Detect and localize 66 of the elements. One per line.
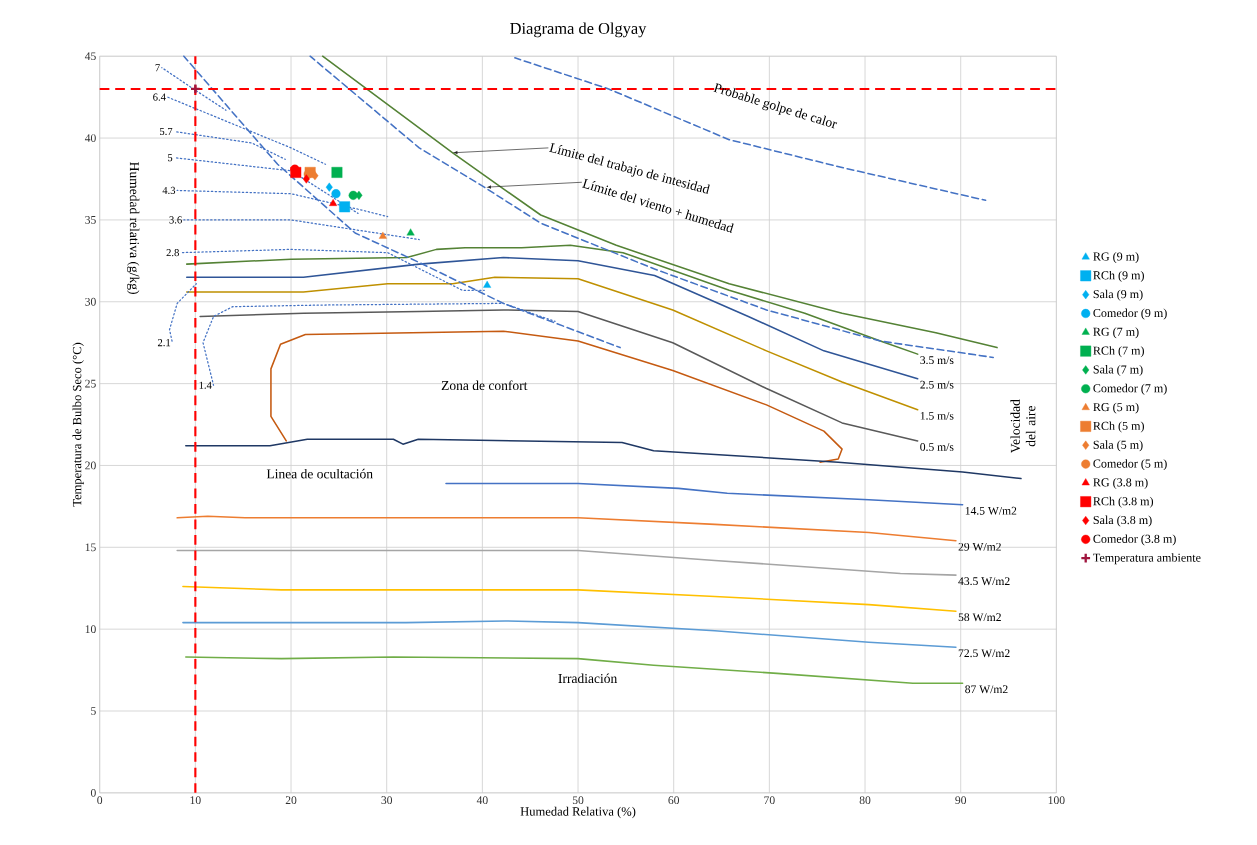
legend-label: RG (3.8 m): [1093, 477, 1148, 489]
series-label: 58 W/m2: [958, 613, 1001, 622]
legend-label: Sala (9 m): [1093, 289, 1143, 301]
legend-label: Comedor (7 m): [1093, 383, 1167, 395]
y-tick-label: 5: [91, 707, 96, 715]
y-tick-label: 45: [84, 52, 96, 60]
x-tick-label: 70: [764, 796, 775, 804]
legend-label: Comedor (5 m): [1093, 459, 1167, 470]
x-tick-label: 80: [859, 796, 871, 804]
legend-label: RCh (7 m): [1093, 346, 1144, 358]
x-tick-label: 30: [381, 796, 393, 804]
annotation: Irradiación: [558, 673, 618, 683]
series-label: 29 W/m2: [958, 542, 1001, 551]
series-label: 43.5 W/m2: [958, 577, 1010, 586]
series-label: 1.4: [199, 381, 212, 389]
series-label: 14.5 W/m2: [965, 506, 1017, 515]
legend-label: Sala (5 m): [1093, 440, 1143, 452]
legend-label: Comedor (3.8 m): [1093, 534, 1176, 546]
series-label: 1.5 m/s: [920, 411, 954, 420]
series-label: 5: [167, 154, 173, 162]
legend-label: RCh (3.8 m): [1093, 496, 1154, 508]
legend-label: RCh (9 m): [1093, 270, 1144, 282]
series-label: 72.5 W/m2: [958, 649, 1010, 658]
x-tick-label: 10: [190, 796, 201, 804]
x-tick-label: 90: [955, 796, 967, 804]
y-tick-label: 35: [85, 215, 96, 224]
legend-label: Temperatura ambiente: [1093, 553, 1201, 565]
series-label: 4.3: [162, 186, 176, 194]
annotation: Probable golpe de calor: [713, 82, 838, 129]
x-tick-label: 50: [572, 796, 584, 804]
x-axis-title: Humedad Relativa (%): [520, 806, 636, 819]
y-axis-title: Temperatura de Bulbo Seco (°C): [72, 342, 84, 507]
series-label: 3.6: [169, 216, 182, 224]
y-tick-label: 20: [85, 461, 96, 470]
chart-title: Diagrama de Olgyay: [510, 22, 647, 38]
series-label: 6.4: [153, 93, 166, 101]
legend-label: Comedor (9 m): [1093, 308, 1167, 320]
y-tick-label: 10: [85, 625, 96, 633]
legend-label: Sala (7 m): [1093, 364, 1143, 376]
annotation: Linea de ocultación: [266, 468, 373, 479]
y-tick-label: 25: [85, 379, 96, 388]
annotation: Humedad relativa (g/kg): [127, 161, 140, 294]
series-label: 5.7: [160, 127, 173, 135]
y-tick-label: 0: [90, 788, 96, 797]
x-tick-label: 20: [285, 796, 297, 804]
x-tick-label: 40: [476, 796, 488, 804]
series-label: 2.8: [166, 248, 179, 257]
y-tick-label: 30: [85, 297, 96, 306]
legend-label: RG (5 m): [1093, 402, 1139, 414]
series-label: 87 W/m2: [965, 685, 1008, 694]
annotation: Zona de confort: [441, 380, 528, 390]
x-tick-label: 100: [1048, 796, 1065, 804]
x-tick-label: 0: [97, 796, 103, 804]
legend-label: RCh (5 m): [1093, 421, 1144, 433]
series-label: 7: [155, 64, 160, 72]
y-tick-label: 40: [84, 134, 96, 142]
legend-label: RG (7 m): [1093, 327, 1139, 339]
x-tick-label: 60: [668, 796, 680, 804]
series-label: 2.1: [157, 339, 171, 347]
legend-label: RG (9 m): [1093, 251, 1139, 263]
series-label: 0.5 m/s: [920, 442, 954, 451]
legend-label: Sala (3.8 m): [1093, 515, 1152, 527]
annotation: Velocidad del aire: [1010, 399, 1036, 453]
series-label: 2.5 m/s: [920, 380, 954, 389]
series-label: 3.5 m/s: [920, 356, 954, 365]
y-tick-label: 15: [85, 543, 96, 552]
